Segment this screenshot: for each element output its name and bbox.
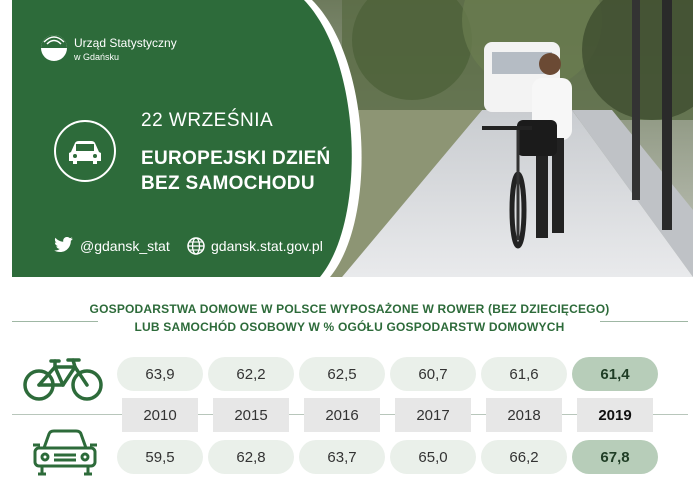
car-value-2010: 59,5 [117, 440, 203, 474]
logo-line1: Urząd Statystyczny [74, 36, 177, 50]
car-outline-icon [69, 141, 101, 164]
twitter-handle[interactable]: @gdansk_stat [54, 237, 170, 254]
twitter-icon [54, 237, 73, 253]
section-title: GOSPODARSTWA DOMOWE W POLSCE WYPOSAŻONE … [0, 300, 699, 336]
car-value-2019: 67,8 [572, 440, 658, 474]
car-value-2016: 63,7 [299, 440, 385, 474]
bike-value-2019: 61,4 [572, 357, 658, 391]
title-rule-right [600, 321, 688, 322]
car-value-2015: 62,8 [208, 440, 294, 474]
green-panel [12, 0, 362, 277]
car-value-2018: 66,2 [481, 440, 567, 474]
car-icon [33, 429, 97, 476]
year-2017: 2017 [395, 398, 471, 432]
headline-line1: EUROPEJSKI DZIEŃ [141, 148, 331, 169]
website-text: gdansk.stat.gov.pl [211, 238, 323, 254]
car-value-2017: 65,0 [390, 440, 476, 474]
year-2015: 2015 [213, 398, 289, 432]
bike-value-2018: 61,6 [481, 357, 567, 391]
bike-value-2010: 63,9 [117, 357, 203, 391]
bike-value-2016: 62,5 [299, 357, 385, 391]
bike-value-2015: 62,2 [208, 357, 294, 391]
section-title-line2: LUB SAMOCHÓD OSOBOWY W % OGÓŁU GOSPODARS… [134, 320, 565, 334]
year-2018: 2018 [486, 398, 562, 432]
twitter-text: @gdansk_stat [80, 237, 170, 254]
event-date: 22 WRZEŚNIA [141, 110, 274, 131]
globe-icon [187, 237, 205, 255]
car-badge [54, 120, 116, 182]
headline-line2: BEZ SAMOCHODU [141, 173, 315, 194]
event-headline: EUROPEJSKI DZIEŃ BEZ SAMOCHODU [141, 146, 331, 196]
year-2010: 2010 [122, 398, 198, 432]
year-2019: 2019 [577, 398, 653, 432]
hero-banner: Urząd Statystyczny w Gdańsku 22 WRZEŚNIA… [12, 0, 693, 277]
bike-value-2017: 60,7 [390, 357, 476, 391]
website-link[interactable]: gdansk.stat.gov.pl [187, 237, 323, 255]
title-rule-left [12, 321, 98, 322]
logo-icon [41, 35, 67, 61]
section-title-line1: GOSPODARSTWA DOMOWE W POLSCE WYPOSAŻONE … [89, 302, 610, 316]
logo-text: Urząd Statystyczny w Gdańsku [74, 36, 177, 64]
bicycle-icon [23, 358, 103, 401]
logo-line2: w Gdańsku [74, 52, 120, 62]
year-2016: 2016 [304, 398, 380, 432]
